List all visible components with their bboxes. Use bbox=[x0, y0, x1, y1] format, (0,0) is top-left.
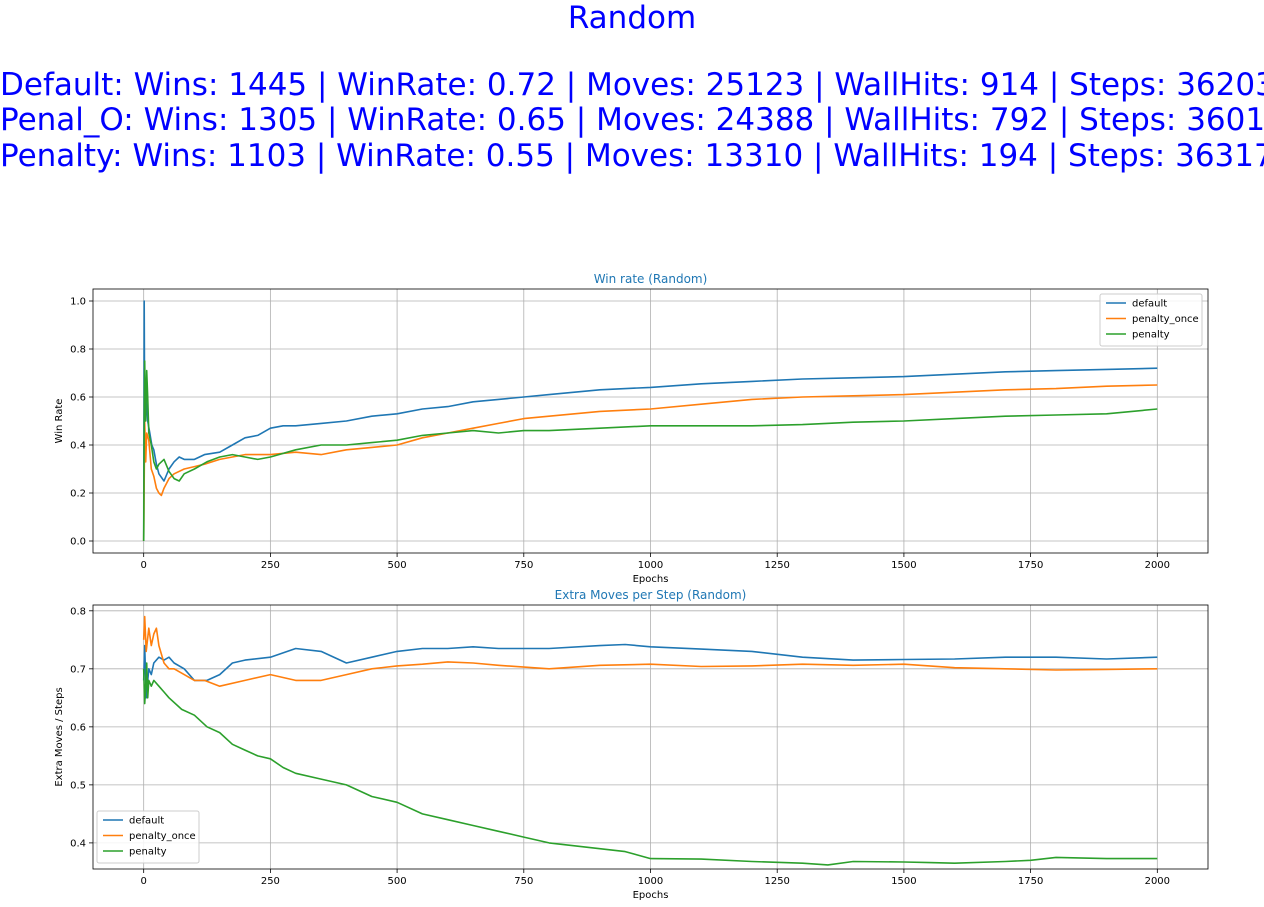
summary-line-penalty: Penalty: Wins: 1103 | WinRate: 0.55 | Mo… bbox=[0, 138, 1264, 174]
chart1-y-tick-label: 0.8 bbox=[70, 345, 86, 356]
chart2-x-tick-label: 1750 bbox=[1018, 876, 1043, 887]
chart2-x-tick-label: 1500 bbox=[891, 876, 916, 887]
chart2-title: Extra Moves per Step (Random) bbox=[555, 588, 747, 602]
chart2-legend-label-penalty: penalty bbox=[129, 847, 167, 858]
chart2-legend-label-default: default bbox=[129, 816, 164, 827]
chart1-x-tick-label: 750 bbox=[514, 560, 533, 571]
chart2-y-tick-label: 0.7 bbox=[70, 664, 86, 675]
chart1-legend-label-default: default bbox=[1132, 299, 1167, 310]
chart2-y-label: Extra Moves / Steps bbox=[54, 687, 65, 786]
chart1-y-label: Win Rate bbox=[54, 399, 65, 444]
chart1-y-tick-label: 0.0 bbox=[70, 537, 86, 548]
chart1-x-label: Epochs bbox=[633, 574, 669, 585]
summary-line-default: Default: Wins: 1445 | WinRate: 0.72 | Mo… bbox=[0, 67, 1264, 103]
chart2-legend-box bbox=[96, 810, 200, 864]
chart2-x-tick-label: 0 bbox=[140, 876, 146, 887]
chart2-y-tick-label: 0.4 bbox=[70, 838, 86, 849]
chart1-y-tick-label: 0.2 bbox=[70, 489, 86, 500]
chart1-x-tick-label: 1000 bbox=[638, 560, 663, 571]
chart2-series-penalty bbox=[142, 662, 1158, 866]
chart1-x-tick-label: 1750 bbox=[1018, 560, 1043, 571]
chart2-y-tick-label: 0.5 bbox=[70, 780, 86, 791]
chart1-legend-label-penalty-once: penalty_once bbox=[1132, 314, 1199, 325]
chart1-series-penalty bbox=[142, 360, 1158, 542]
chart2-series-default bbox=[142, 643, 1158, 699]
chart2-y-tick-label: 0.6 bbox=[70, 722, 86, 733]
chart1-y-tick-label: 1.0 bbox=[70, 297, 86, 308]
chart2-x-tick-label: 2000 bbox=[1145, 876, 1170, 887]
chart1-legend-box bbox=[1099, 293, 1203, 347]
chart1-series-default bbox=[142, 300, 1158, 542]
chart2-x-tick-label: 750 bbox=[514, 876, 533, 887]
chart2-legend-label-penalty-once: penalty_once bbox=[129, 831, 196, 842]
chart1-series-penalty-once bbox=[142, 384, 1158, 542]
figure-title: Random bbox=[567, 0, 697, 36]
chart1-x-tick-label: 1500 bbox=[891, 560, 916, 571]
chart1-y-tick-label: 0.6 bbox=[70, 393, 86, 404]
chart1-x-tick-label: 0 bbox=[140, 560, 146, 571]
chart1-x-tick-label: 1250 bbox=[764, 560, 789, 571]
chart2-x-label: Epochs bbox=[633, 890, 669, 901]
chart2-x-tick-label: 500 bbox=[388, 876, 407, 887]
chart1-y-tick-label: 0.4 bbox=[70, 441, 86, 452]
summary-line-penalty-once: Penal_O: Wins: 1305 | WinRate: 0.65 | Mo… bbox=[0, 102, 1264, 138]
chart1-title: Win rate (Random) bbox=[594, 272, 708, 286]
chart1-x-tick-label: 250 bbox=[261, 560, 280, 571]
chart2-series-penalty-once bbox=[142, 615, 1158, 688]
chart1-legend-label-penalty: penalty bbox=[1132, 330, 1170, 341]
chart2-x-tick-label: 250 bbox=[261, 876, 280, 887]
chart2-x-tick-label: 1250 bbox=[764, 876, 789, 887]
chart1-x-tick-label: 500 bbox=[388, 560, 407, 571]
chart2-x-tick-label: 1000 bbox=[638, 876, 663, 887]
chart2-y-tick-label: 0.8 bbox=[70, 606, 86, 617]
chart1-x-tick-label: 2000 bbox=[1145, 560, 1170, 571]
